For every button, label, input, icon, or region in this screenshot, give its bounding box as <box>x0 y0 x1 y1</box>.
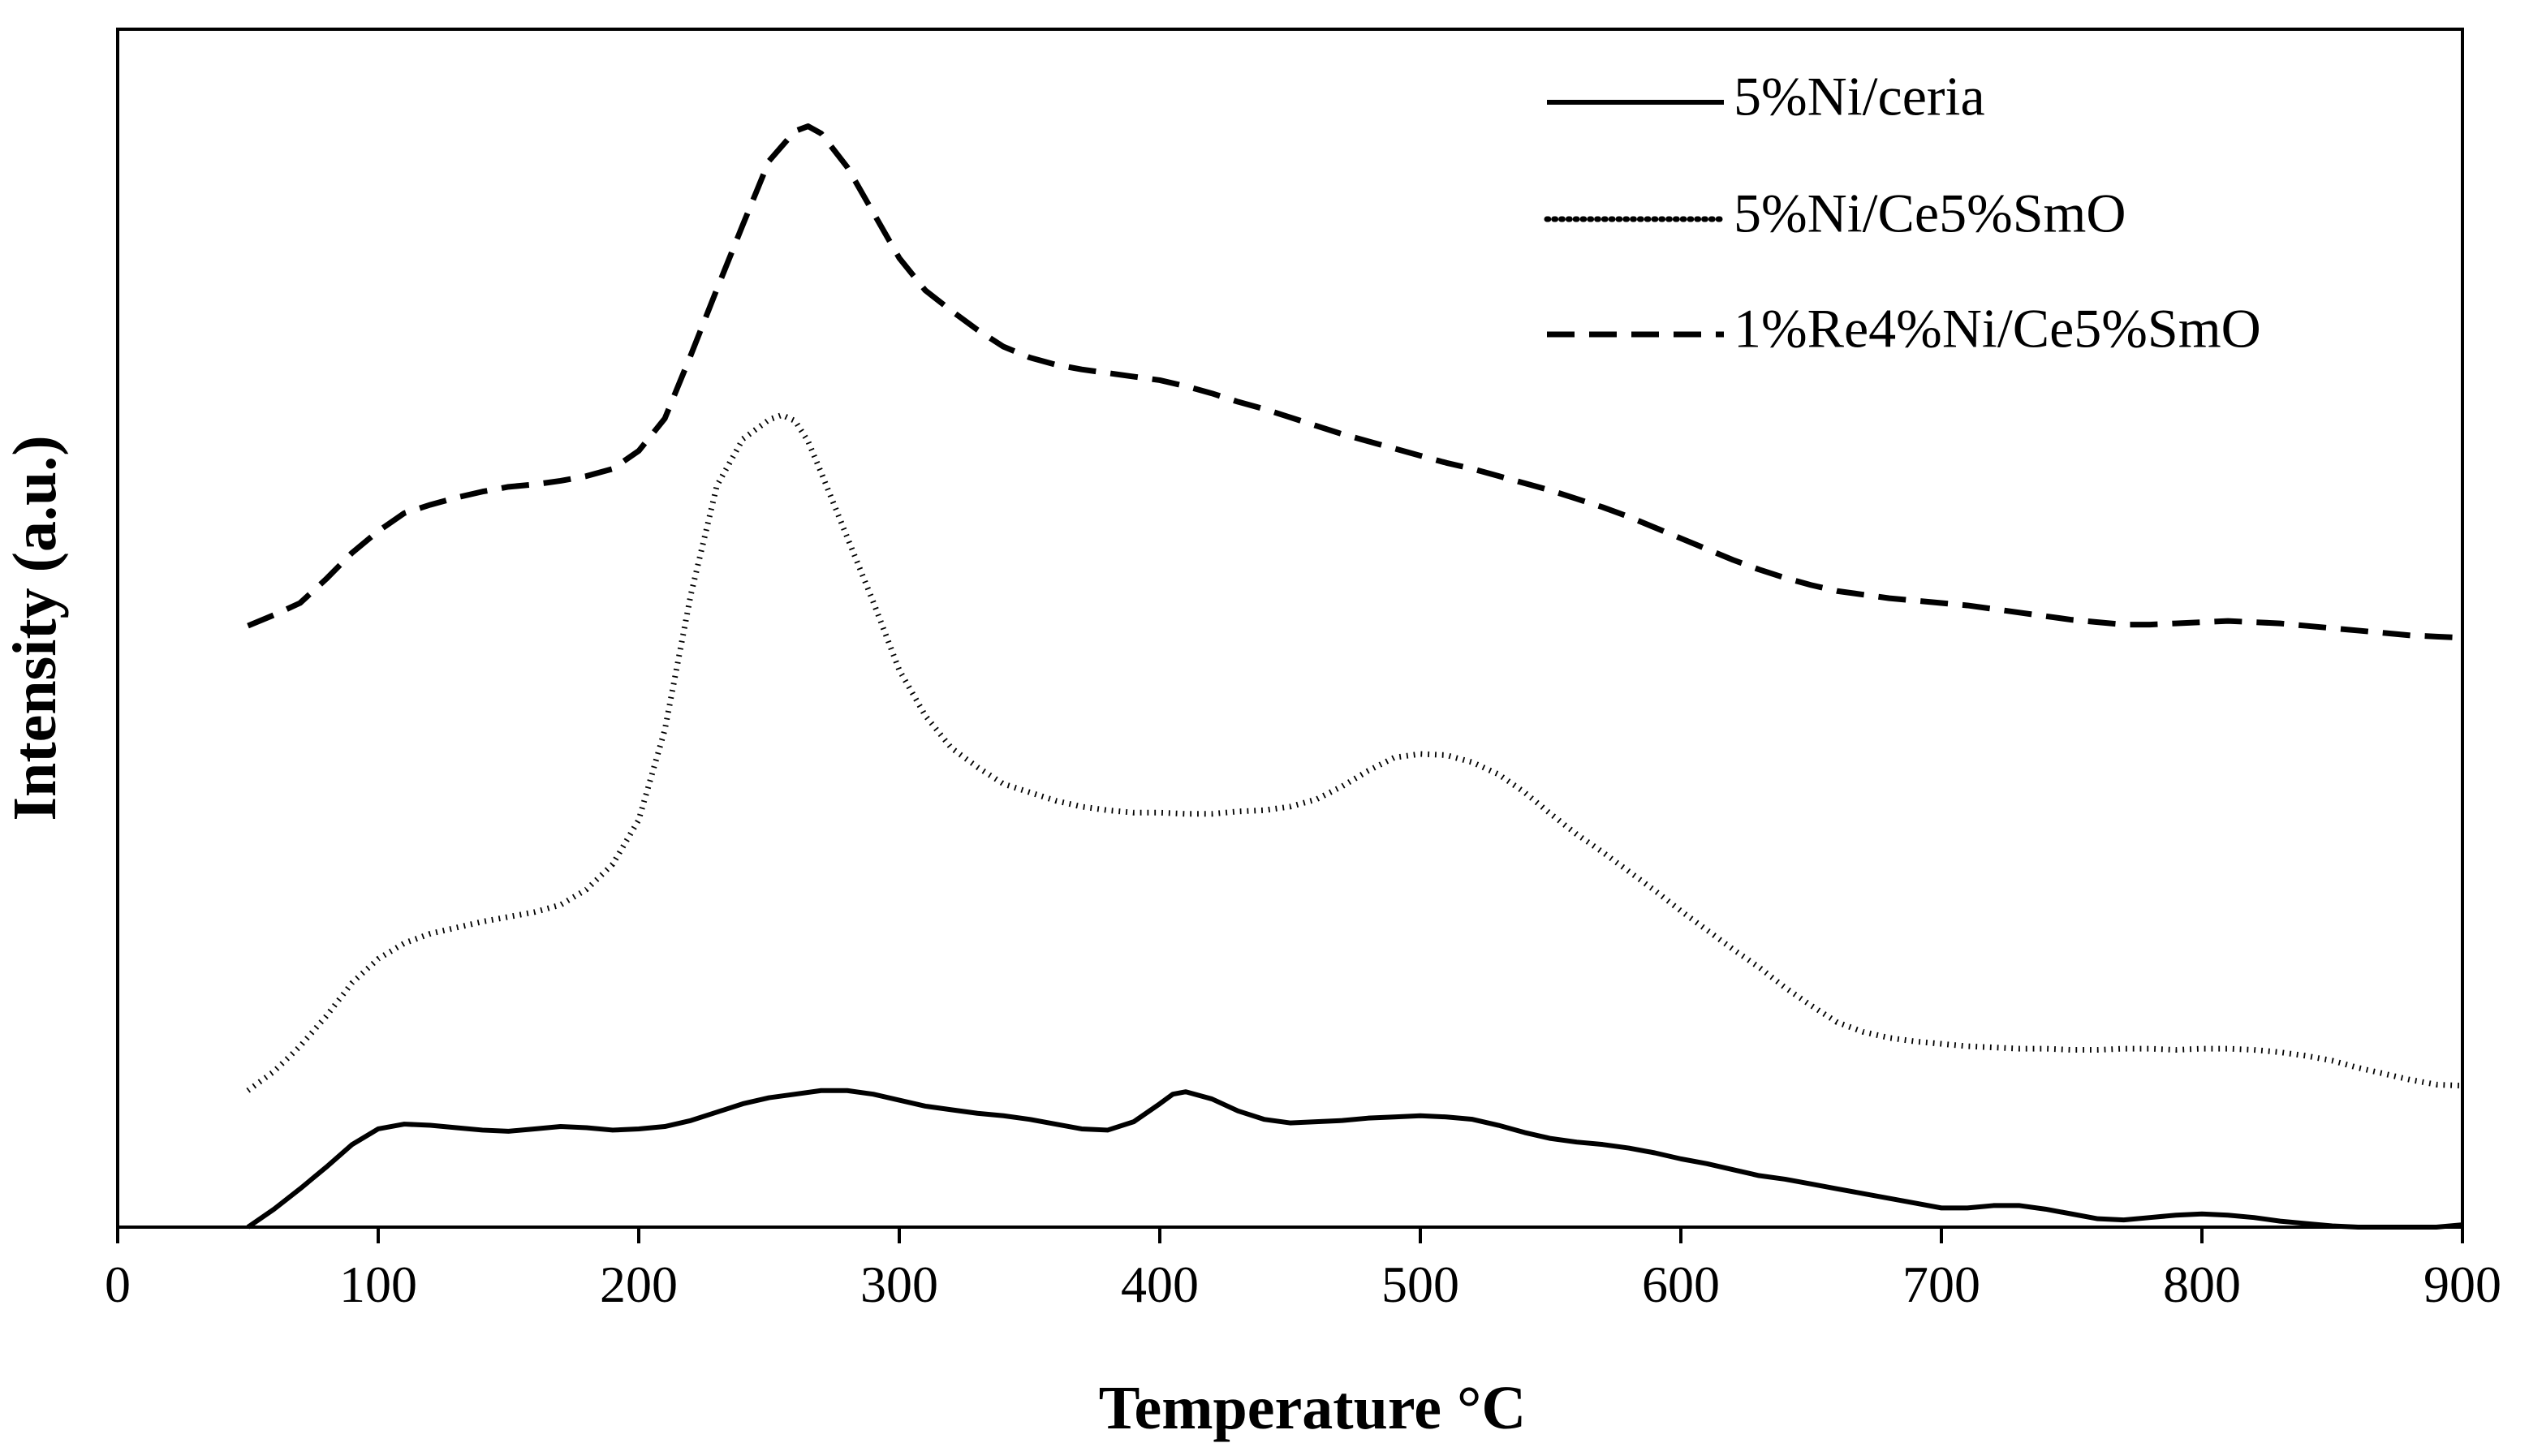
y-axis-title: Intensity (a.u.) <box>1 435 69 821</box>
legend-label-1: 5%Ni/ceria <box>1734 66 1985 127</box>
plot-frame <box>116 28 2464 1229</box>
plot-lines <box>246 123 2463 1230</box>
x-tick-label-100: 100 <box>339 1256 417 1313</box>
x-tick-label-0: 0 <box>105 1256 131 1313</box>
x-tick-label-300: 300 <box>860 1256 938 1313</box>
x-tick-label-800: 800 <box>2163 1256 2241 1313</box>
x-tick-label-600: 600 <box>1642 1256 1720 1313</box>
legend-label-3: 1%Re4%Ni/Ce5%SmO <box>1734 298 2261 360</box>
series-line-1 <box>246 1088 2463 1230</box>
x-axis-title: Temperature °C <box>1099 1374 1526 1442</box>
x-tick-label-500: 500 <box>1381 1256 1459 1313</box>
legend: 5%Ni/ceria 5%Ni/Ce5%SmO 1%Re4%Ni/Ce5%SmO <box>1544 66 2261 360</box>
x-tick-label-200: 200 <box>600 1256 678 1313</box>
x-tick-label-900: 900 <box>2423 1256 2501 1313</box>
series-line-3 <box>247 123 2463 641</box>
legend-label-2: 5%Ni/Ce5%SmO <box>1734 183 2126 244</box>
x-tick-label-400: 400 <box>1121 1256 1199 1313</box>
x-ticks: 0 100 200 300 400 500 600 700 800 900 <box>105 1227 2501 1313</box>
x-tick-label-700: 700 <box>1902 1256 1980 1313</box>
